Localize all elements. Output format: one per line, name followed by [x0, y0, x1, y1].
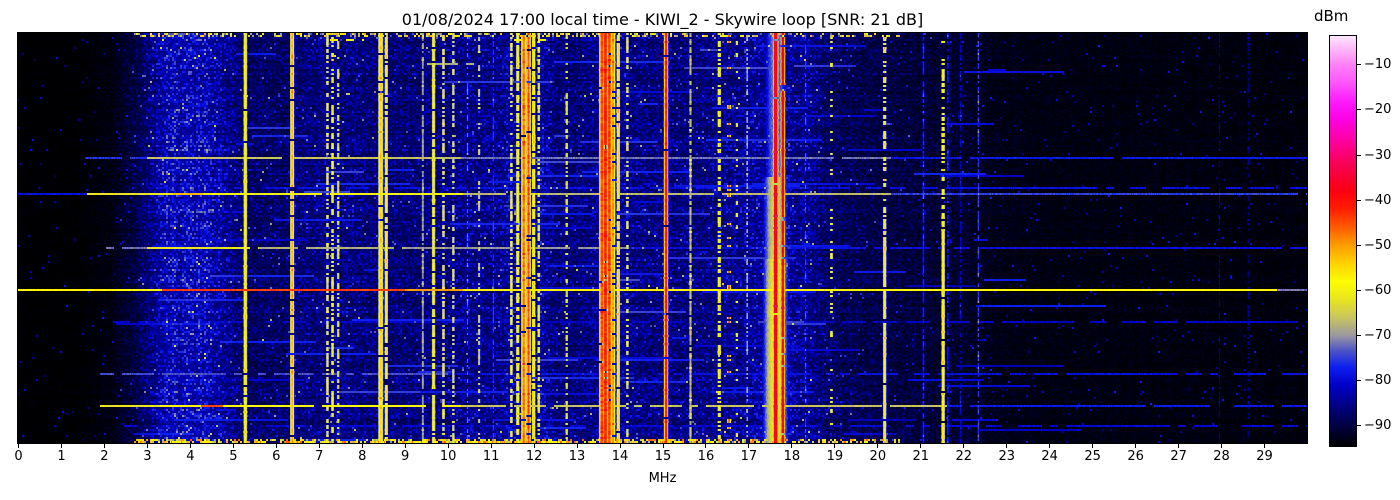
x-tick-label: 3: [143, 449, 152, 464]
x-tick-label: 26: [1127, 449, 1144, 464]
x-tick-label: 15: [654, 449, 672, 464]
colorbar-label: dBm: [1314, 7, 1349, 25]
x-tick-label: 14: [611, 449, 629, 464]
x-tick-label: 23: [998, 449, 1015, 464]
colorbar-tick-label: −20: [1364, 102, 1392, 118]
x-tick-mark: [18, 444, 19, 448]
x-tick-label: 28: [1213, 449, 1230, 464]
x-tick-mark: [576, 444, 578, 448]
x-tick-label: 6: [272, 449, 281, 464]
colorbar-tick-label: −30: [1364, 147, 1392, 163]
x-tick-mark: [1049, 444, 1051, 448]
x-axis-label: MHz: [648, 471, 677, 486]
x-tick-mark: [60, 444, 62, 448]
x-tick-mark: [146, 444, 148, 448]
colorbar-tick-mark: [1357, 244, 1361, 246]
x-tick-label: 18: [783, 449, 801, 464]
x-tick-label: 19: [826, 449, 844, 464]
x-tick-label: 21: [912, 449, 930, 464]
x-tick-mark: [361, 444, 363, 448]
x-tick-label: 9: [401, 449, 410, 464]
x-tick-mark: [189, 444, 191, 448]
x-tick-label: 1: [57, 449, 66, 464]
x-tick-label: 20: [869, 449, 887, 464]
colorbar-tick-label: −40: [1364, 192, 1392, 208]
colorbar-tick-mark: [1357, 154, 1361, 156]
x-tick-label: 27: [1170, 449, 1187, 464]
x-tick-label: 16: [697, 449, 715, 464]
x-tick-mark: [1264, 444, 1266, 448]
colorbar-tick-mark: [1357, 380, 1361, 382]
colorbar-tick-label: −60: [1364, 282, 1392, 298]
x-tick-label: 7: [315, 449, 324, 464]
x-tick-mark: [1221, 444, 1223, 448]
colorbar-tick-label: −50: [1364, 237, 1392, 253]
colorbar-gradient: [1330, 36, 1356, 446]
colorbar-tick-mark: [1357, 109, 1361, 111]
x-tick-mark: [103, 444, 105, 448]
colorbar-tick-label: −90: [1364, 418, 1392, 434]
colorbar-tick-label: −70: [1364, 327, 1392, 343]
x-tick-mark: [963, 444, 965, 448]
x-tick-mark: [404, 444, 406, 448]
x-tick-mark: [748, 444, 750, 448]
x-tick-label: 10: [439, 449, 457, 464]
colorbar-tick-mark: [1357, 199, 1361, 201]
x-tick-label: 5: [229, 449, 238, 464]
x-tick-mark: [1092, 444, 1094, 448]
x-tick-label: 2: [100, 449, 109, 464]
spectrogram-canvas: [18, 33, 1307, 443]
x-tick-label: 4: [186, 449, 195, 464]
x-tick-mark: [705, 444, 707, 448]
x-tick-mark: [232, 444, 234, 448]
x-tick-mark: [490, 444, 492, 448]
spectrogram-plot: [17, 32, 1308, 444]
x-tick-mark: [533, 444, 535, 448]
x-tick-label: 17: [740, 449, 758, 464]
x-tick-label: 22: [955, 449, 973, 464]
x-tick-label: 24: [1041, 449, 1058, 464]
colorbar-tick-mark: [1357, 425, 1361, 427]
x-tick-mark: [1178, 444, 1180, 448]
x-tick-mark: [1006, 444, 1008, 448]
x-tick-mark: [318, 444, 320, 448]
x-tick-mark: [920, 444, 922, 448]
x-tick-mark: [877, 444, 879, 448]
x-tick-label: 13: [568, 449, 586, 464]
colorbar-tick-mark: [1357, 334, 1361, 336]
colorbar-tick-mark: [1357, 64, 1361, 66]
colorbar: [1329, 35, 1357, 447]
x-tick-mark: [1135, 444, 1137, 448]
x-tick-mark: [834, 444, 836, 448]
colorbar-tick-label: −80: [1364, 373, 1392, 389]
x-tick-mark: [447, 444, 449, 448]
x-tick-label: 0: [14, 449, 23, 464]
x-tick-label: 25: [1084, 449, 1101, 464]
x-tick-label: 12: [525, 449, 543, 464]
x-tick-mark: [619, 444, 621, 448]
x-tick-label: 8: [358, 449, 367, 464]
colorbar-tick-mark: [1357, 289, 1361, 291]
x-tick-mark: [662, 444, 664, 448]
chart-title: 01/08/2024 17:00 local time - KIWI_2 - S…: [401, 10, 924, 29]
colorbar-tick-label: −10: [1364, 57, 1392, 73]
x-tick-mark: [275, 444, 277, 448]
x-tick-mark: [791, 444, 793, 448]
x-tick-label: 29: [1256, 449, 1273, 464]
x-tick-label: 11: [482, 449, 500, 464]
